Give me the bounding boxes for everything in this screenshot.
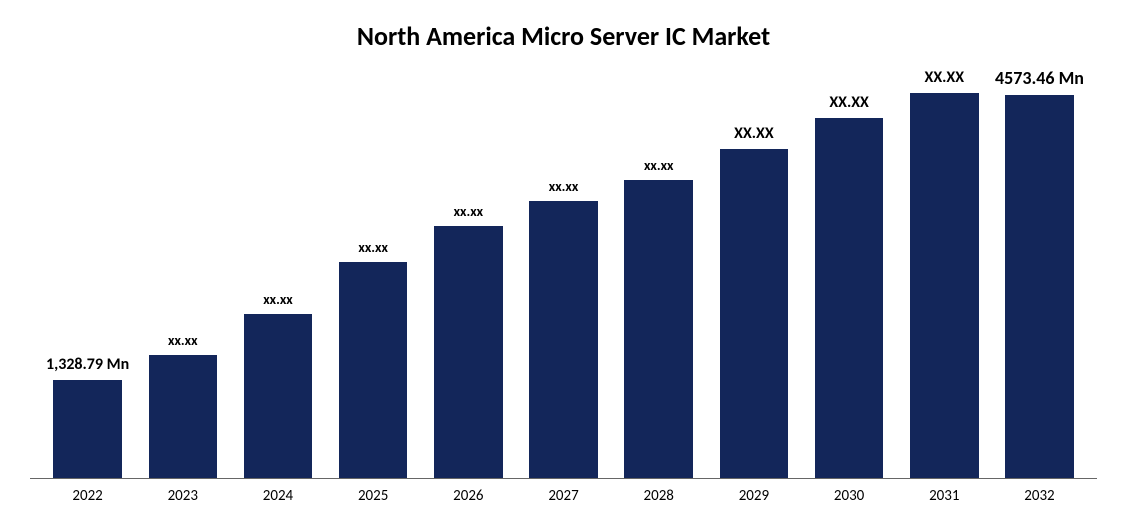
chart-container: North America Micro Server IC Market 1,3… <box>0 0 1127 525</box>
bar-value-label: xx.xx <box>549 178 578 195</box>
x-tick-label: 2025 <box>326 487 421 505</box>
bar-value-label: XX.XX <box>925 68 965 87</box>
bar <box>624 180 693 478</box>
bar-value-label: XX.XX <box>829 93 869 112</box>
x-tick-label: 2029 <box>706 487 801 505</box>
plot-area: 1,328.79 Mn xx.xx xx.xx xx.xx xx.xx xx.xx xx.x… <box>30 67 1097 479</box>
bar-group: XX.XX <box>897 67 992 478</box>
x-axis: 2022202320242025202620272028202920302031… <box>30 479 1097 505</box>
bar-value-label: XX.XX <box>734 124 774 143</box>
x-tick-label: 2031 <box>897 487 992 505</box>
bar-value-label: 4573.46 Mn <box>995 67 1084 89</box>
bar-group: XX.XX <box>802 67 897 478</box>
bar-group: 4573.46 Mn <box>992 67 1087 478</box>
x-tick-label: 2032 <box>992 487 1087 505</box>
bar-group: xx.xx <box>230 67 325 478</box>
bar <box>149 355 218 478</box>
bar-value-label: xx.xx <box>454 203 483 220</box>
bar-group: xx.xx <box>326 67 421 478</box>
bar-group: XX.XX <box>706 67 801 478</box>
bar <box>910 93 979 478</box>
bar-group: 1,328.79 Mn <box>40 67 135 478</box>
x-tick-label: 2022 <box>40 487 135 505</box>
bar <box>529 201 598 478</box>
bar-value-label: xx.xx <box>263 291 292 308</box>
bar <box>434 226 503 478</box>
bar-value-label: xx.xx <box>644 157 673 174</box>
bar <box>53 380 122 478</box>
bar-value-label: xx.xx <box>168 332 197 349</box>
x-tick-label: 2030 <box>802 487 897 505</box>
bar <box>815 118 884 478</box>
bar-value-label: xx.xx <box>358 239 387 256</box>
bar-group: xx.xx <box>421 67 516 478</box>
x-tick-label: 2024 <box>230 487 325 505</box>
bar <box>1005 95 1074 478</box>
chart-title: North America Micro Server IC Market <box>30 20 1097 52</box>
x-tick-label: 2023 <box>135 487 230 505</box>
bar-group: xx.xx <box>516 67 611 478</box>
bar <box>339 262 408 478</box>
x-tick-label: 2026 <box>421 487 516 505</box>
bar <box>244 314 313 478</box>
x-tick-label: 2027 <box>516 487 611 505</box>
bar <box>720 149 789 478</box>
bar-group: xx.xx <box>611 67 706 478</box>
bar-value-label: 1,328.79 Mn <box>46 355 129 374</box>
bar-group: xx.xx <box>135 67 230 478</box>
x-tick-label: 2028 <box>611 487 706 505</box>
